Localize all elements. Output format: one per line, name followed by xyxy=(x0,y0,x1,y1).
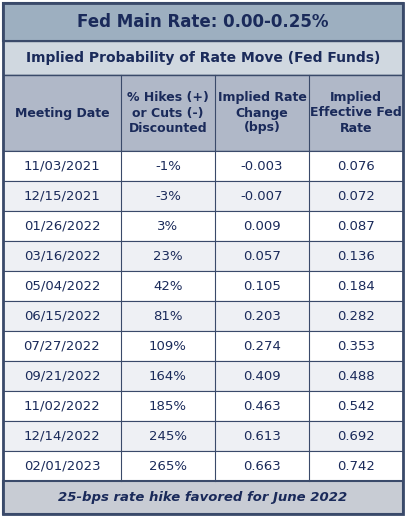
Text: 06/15/2022: 06/15/2022 xyxy=(23,310,100,323)
Text: 11/02/2022: 11/02/2022 xyxy=(23,400,100,413)
Text: Implied
Effective Fed
Rate: Implied Effective Fed Rate xyxy=(309,92,401,134)
Text: Implied Rate
Change
(bps): Implied Rate Change (bps) xyxy=(217,92,306,134)
Text: 0.087: 0.087 xyxy=(336,220,374,233)
Text: 0.463: 0.463 xyxy=(243,400,280,413)
Text: 109%: 109% xyxy=(149,340,186,353)
Text: 0.009: 0.009 xyxy=(243,220,280,233)
Text: 0.692: 0.692 xyxy=(336,430,374,443)
Text: -3%: -3% xyxy=(155,190,181,203)
Text: % Hikes (+)
or Cuts (-)
Discounted: % Hikes (+) or Cuts (-) Discounted xyxy=(127,92,209,134)
Text: 0.274: 0.274 xyxy=(243,340,280,353)
Text: 0.057: 0.057 xyxy=(243,250,280,263)
Text: 0.282: 0.282 xyxy=(336,310,374,323)
Bar xyxy=(3,271,402,301)
Text: 07/27/2022: 07/27/2022 xyxy=(23,340,100,353)
Bar xyxy=(3,211,402,241)
Text: -0.003: -0.003 xyxy=(240,160,283,173)
Text: 0.663: 0.663 xyxy=(243,460,280,473)
Bar xyxy=(3,151,402,181)
Text: 0.072: 0.072 xyxy=(336,190,374,203)
Bar xyxy=(3,451,402,481)
Text: 11/03/2021: 11/03/2021 xyxy=(23,160,100,173)
Bar xyxy=(3,75,402,151)
Bar xyxy=(3,361,402,391)
Bar xyxy=(3,481,402,514)
Text: 0.203: 0.203 xyxy=(243,310,280,323)
Text: 09/21/2022: 09/21/2022 xyxy=(23,370,100,383)
Bar xyxy=(3,41,402,75)
Text: 0.136: 0.136 xyxy=(336,250,374,263)
Bar xyxy=(3,301,402,331)
Text: 05/04/2022: 05/04/2022 xyxy=(23,280,100,293)
Bar xyxy=(3,241,402,271)
Text: 3%: 3% xyxy=(157,220,178,233)
Text: 0.353: 0.353 xyxy=(336,340,374,353)
Text: 25-bps rate hike favored for June 2022: 25-bps rate hike favored for June 2022 xyxy=(58,491,347,504)
Text: 81%: 81% xyxy=(153,310,182,323)
Text: 245%: 245% xyxy=(149,430,187,443)
Text: -1%: -1% xyxy=(155,160,181,173)
Text: 02/01/2023: 02/01/2023 xyxy=(23,460,100,473)
Text: 0.184: 0.184 xyxy=(336,280,374,293)
Bar xyxy=(3,181,402,211)
Text: 01/26/2022: 01/26/2022 xyxy=(23,220,100,233)
Text: Implied Probability of Rate Move (Fed Funds): Implied Probability of Rate Move (Fed Fu… xyxy=(26,51,379,65)
Text: 12/15/2021: 12/15/2021 xyxy=(23,190,100,203)
Bar xyxy=(3,421,402,451)
Bar xyxy=(3,391,402,421)
Text: 23%: 23% xyxy=(153,250,182,263)
Text: -0.007: -0.007 xyxy=(240,190,283,203)
Text: Fed Main Rate: 0.00-0.25%: Fed Main Rate: 0.00-0.25% xyxy=(77,13,328,31)
Text: 0.488: 0.488 xyxy=(337,370,374,383)
Bar xyxy=(3,331,402,361)
Text: 12/14/2022: 12/14/2022 xyxy=(23,430,100,443)
Text: 164%: 164% xyxy=(149,370,186,383)
Text: 0.542: 0.542 xyxy=(336,400,374,413)
Text: 265%: 265% xyxy=(149,460,187,473)
Text: 0.409: 0.409 xyxy=(243,370,280,383)
Text: 0.613: 0.613 xyxy=(243,430,280,443)
Bar xyxy=(3,3,402,41)
Text: Meeting Date: Meeting Date xyxy=(15,107,109,119)
Text: 0.076: 0.076 xyxy=(336,160,374,173)
Text: 185%: 185% xyxy=(149,400,187,413)
Text: 0.742: 0.742 xyxy=(336,460,374,473)
Text: 42%: 42% xyxy=(153,280,182,293)
Text: 03/16/2022: 03/16/2022 xyxy=(23,250,100,263)
Text: 0.105: 0.105 xyxy=(243,280,280,293)
